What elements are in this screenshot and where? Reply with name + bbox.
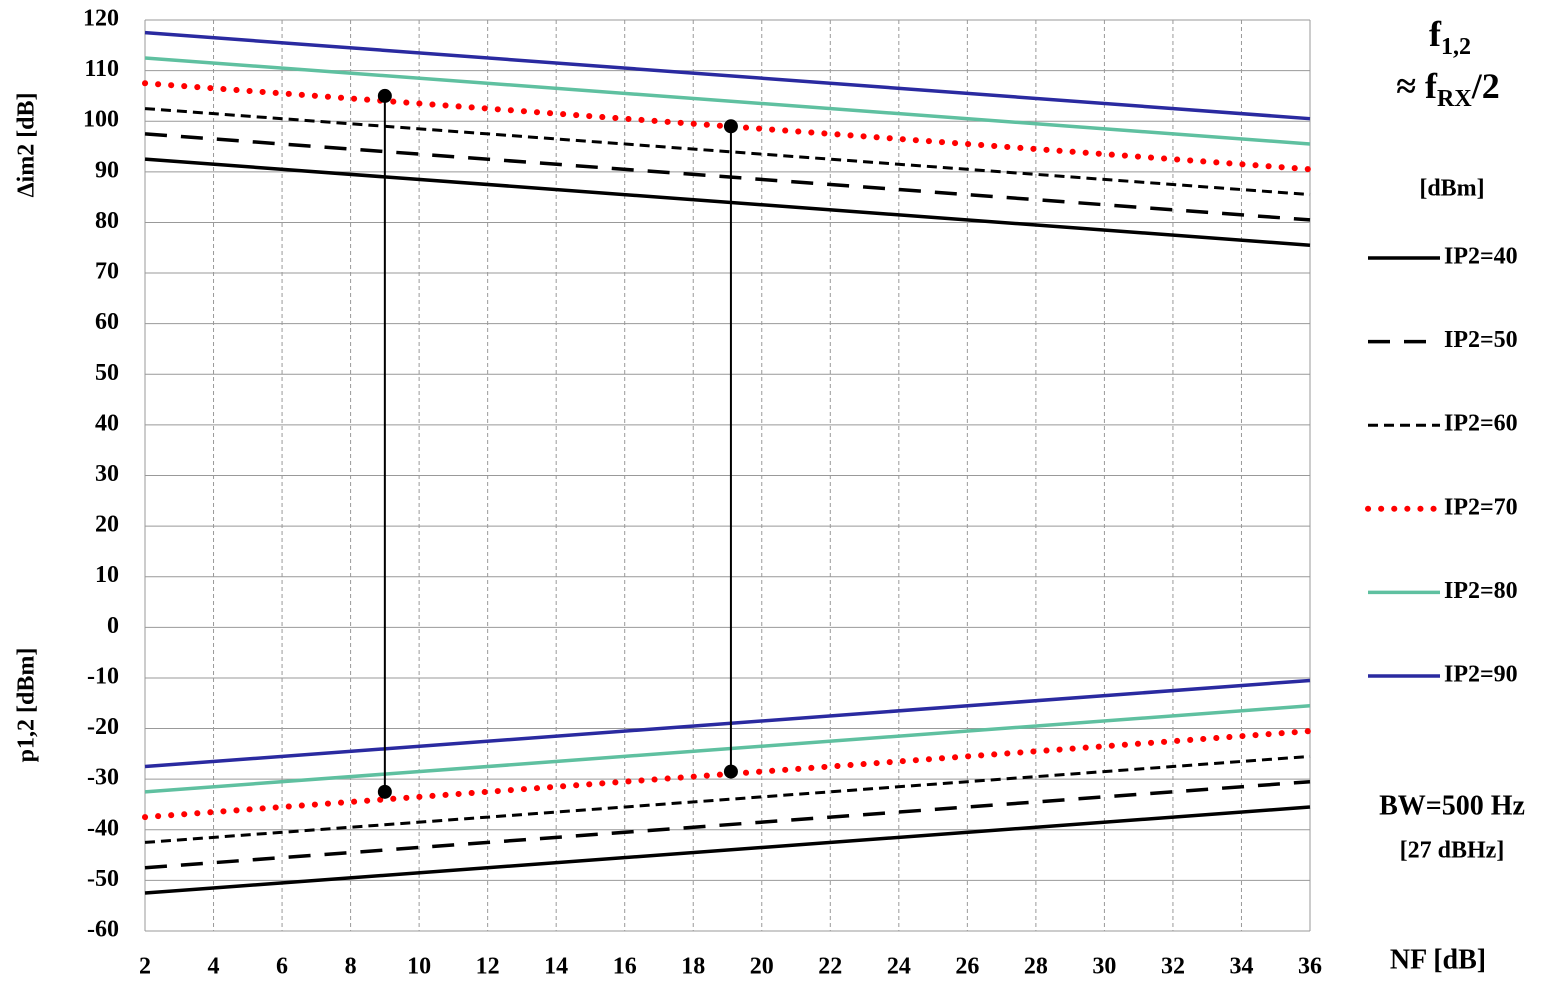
y-tick-label: 40	[95, 410, 119, 436]
y-tick-label: 20	[95, 512, 119, 538]
series-line	[144, 678, 1311, 769]
legend-label: IP2=90	[1444, 662, 1518, 688]
legend-label: IP2=40	[1444, 244, 1518, 270]
y-tick-label: 60	[95, 309, 119, 335]
marker-dot	[723, 764, 738, 779]
y-tick-label: 10	[95, 562, 119, 588]
y-tick-label: 100	[83, 107, 119, 133]
y-tick-label: 110	[84, 56, 119, 82]
marker-dot	[723, 119, 738, 134]
x-tick-label: 34	[1229, 954, 1253, 980]
y-tick-label: -20	[87, 714, 119, 740]
series-line	[144, 805, 1311, 895]
marker-dot	[377, 88, 392, 103]
x-tick-label: 30	[1092, 954, 1116, 980]
x-tick-label: 6	[276, 954, 288, 980]
y-tick-label: 80	[95, 208, 119, 234]
y-tick-label: 0	[107, 613, 119, 639]
y-tick-label: -60	[87, 917, 119, 943]
title-end: /2	[1471, 66, 1500, 106]
x-tick-label: 26	[955, 954, 979, 980]
x-tick-label: 18	[681, 954, 705, 980]
y-tick-label: 30	[95, 461, 119, 487]
legend-label: IP2=70	[1444, 494, 1518, 520]
series-line	[144, 107, 1311, 197]
y-tick-label: 120	[83, 6, 119, 32]
x-tick-label: 4	[208, 954, 220, 980]
x-tick-label: 36	[1298, 954, 1322, 980]
x-tick-label: 2	[139, 954, 151, 980]
title-sub2: RX	[1437, 86, 1472, 112]
y-label-bottom: p1,2 [dBm]	[14, 648, 40, 763]
x-tick-label: 22	[818, 954, 842, 980]
legend-label: IP2=60	[1444, 411, 1518, 437]
y-tick-label: -10	[87, 663, 119, 689]
series-line	[142, 80, 1313, 173]
x-tick-label: 20	[750, 954, 774, 980]
title-sub: 1,2	[1441, 34, 1471, 60]
series-line	[142, 728, 1313, 821]
x-tick-label: 16	[613, 954, 637, 980]
x-tick-label: 32	[1161, 954, 1185, 980]
series-line	[144, 30, 1311, 121]
series-line	[144, 779, 1311, 870]
legend-label: IP2=50	[1444, 327, 1518, 353]
marker-dot	[377, 784, 392, 799]
legend-label: IP2=80	[1444, 578, 1518, 604]
x-tick-label: 8	[345, 954, 357, 980]
x-tick-label: 24	[887, 954, 911, 980]
x-tick-label: 10	[407, 954, 431, 980]
bw-label: BW=500 Hz	[1379, 790, 1525, 821]
y-tick-label: -30	[87, 765, 119, 791]
bw-sub: [27 dBHz]	[1400, 838, 1505, 864]
y-tick-label: -40	[87, 815, 119, 841]
series-line	[144, 157, 1311, 247]
y-tick-label: 70	[95, 259, 119, 285]
y-tick-label: 50	[95, 360, 119, 386]
x-label: NF [dB]	[1390, 944, 1486, 975]
series-line	[144, 754, 1311, 844]
series-line	[144, 704, 1311, 794]
y-tick-label: -50	[87, 866, 119, 892]
x-tick-label: 28	[1024, 954, 1048, 980]
title-f2: ≈ f	[1396, 66, 1438, 106]
x-tick-label: 12	[476, 954, 500, 980]
title-2: ≈ fRX/2	[1396, 66, 1499, 111]
title-1: f1,2	[1429, 14, 1471, 59]
series-line	[144, 56, 1311, 146]
x-tick-label: 14	[544, 954, 568, 980]
legend-title: [dBm]	[1419, 176, 1484, 202]
y-label-top: Δim2 [dB]	[14, 92, 40, 197]
series-line	[144, 132, 1311, 222]
y-tick-label: 90	[95, 157, 119, 183]
title-f: f	[1429, 14, 1442, 54]
